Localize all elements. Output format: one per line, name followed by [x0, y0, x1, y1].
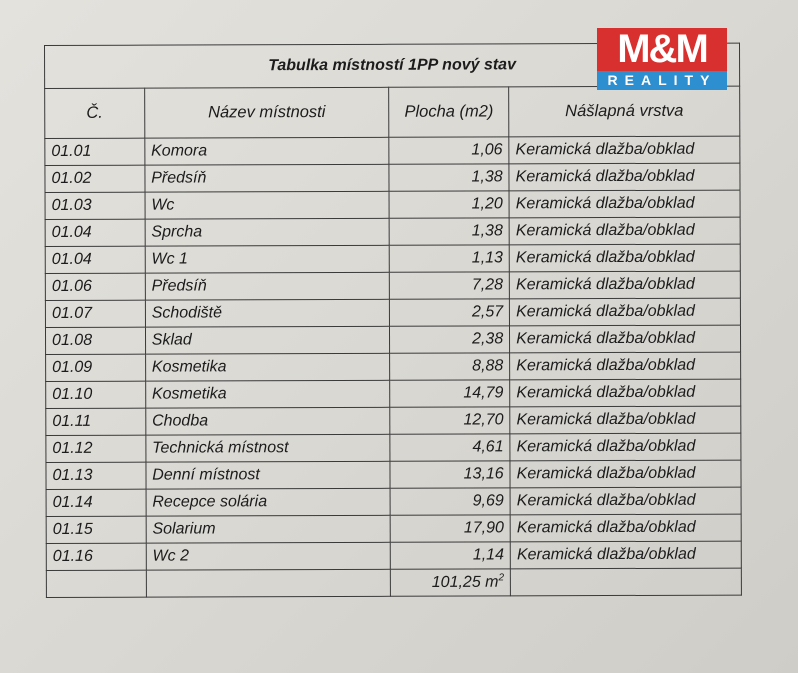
table-row: 01.06 Předsíň 7,28 Keramická dlažba/obklad [45, 271, 741, 301]
room-name: Kosmetika [145, 380, 391, 409]
floor-layer: Keramická dlažba/obklad [509, 325, 741, 353]
room-area: 1,38 [389, 163, 510, 192]
room-name: Schodiště [145, 299, 390, 328]
room-number: 01.12 [45, 435, 146, 463]
room-name: Chodba [145, 407, 391, 436]
header-area: Plocha (m2) [388, 86, 509, 138]
total-area: 101,25 m2 [390, 568, 511, 597]
room-area: 1,06 [389, 136, 510, 165]
room-number: 01.13 [45, 462, 146, 490]
room-number: 01.14 [46, 489, 146, 517]
room-name: Předsíň [144, 164, 390, 193]
table-row: 01.04 Wc 1 1,13 Keramická dlažba/obklad [45, 244, 741, 274]
room-name: Denní místnost [145, 461, 391, 490]
room-number: 01.16 [46, 543, 147, 571]
room-area: 2,57 [389, 298, 510, 327]
room-name: Kosmetika [145, 353, 390, 382]
floor-layer: Keramická dlažba/obklad [510, 487, 742, 515]
room-name: Wc 1 [144, 245, 390, 274]
floor-layer: Keramická dlažba/obklad [510, 514, 742, 542]
logo-mm: M&M [597, 28, 727, 71]
header-number: Č. [44, 88, 145, 139]
table-row: 01.12 Technická místnost 4,61 Keramická dla… [45, 433, 741, 463]
floor-layer: Keramická dlažba/obklad [509, 298, 741, 326]
floor-layer: Keramická dlažba/obklad [509, 190, 741, 218]
room-number: 01.01 [44, 138, 145, 166]
room-name: Komora [144, 137, 390, 166]
room-area: 1,20 [389, 190, 510, 219]
header-room-name: Název místnosti [144, 87, 390, 139]
room-area: 7,28 [389, 271, 510, 300]
room-table: Tabulka místností 1PP nový stav Č. Název… [44, 43, 742, 598]
room-name: Předsíň [145, 272, 390, 301]
table-row: 01.13 Denní místnost 13,16 Keramická dlažba… [45, 460, 742, 490]
table-row: 01.07 Schodiště 2,57 Keramická dlažba/obkla… [45, 298, 741, 328]
room-name: Recepce solária [145, 488, 391, 517]
logo-reality: REALITY [597, 71, 727, 90]
header-floor-layer: Nášlapná vrstva [508, 86, 740, 137]
floor-layer: Keramická dlažba/obklad [509, 406, 741, 434]
room-area: 1,13 [389, 244, 510, 273]
table-row: 01.08 Sklad 2,38 Keramická dlažba/obklad [45, 325, 741, 355]
floor-layer: Keramická dlažba/obklad [509, 271, 741, 299]
room-area: 12,70 [390, 406, 511, 435]
table-row: 01.03 Wc 1,20 Keramická dlažba/obklad [45, 190, 741, 220]
table-row: 01.01 Komora 1,06 Keramická dlažba/obklad [44, 136, 740, 166]
table-row: 01.14 Recepce solária 9,69 Keramická dlažba… [46, 487, 742, 517]
room-area: 17,90 [390, 514, 511, 543]
floor-layer: Keramická dlažba/obklad [508, 136, 740, 164]
table-row: 01.04 Sprcha 1,38 Keramická dlažba/obklad [45, 217, 741, 247]
table-row: 01.15 Solarium 17,90 Keramická dlažba/obkla… [46, 514, 742, 544]
room-name: Technická místnost [145, 434, 391, 463]
room-name: Solarium [145, 515, 391, 544]
room-area: 8,88 [389, 352, 510, 381]
room-number: 01.11 [45, 408, 146, 436]
table-row: 01.09 Kosmetika 8,88 Keramická dlažba/obkla… [45, 352, 741, 382]
table-row: 01.10 Kosmetika 14,79 Keramická dlažba/obkl… [45, 379, 741, 409]
room-name: Sklad [145, 326, 390, 355]
room-name: Wc 2 [145, 542, 391, 571]
floor-layer: Keramická dlažba/obklad [509, 352, 741, 380]
room-area: 1,14 [390, 541, 511, 570]
room-area: 13,16 [390, 460, 511, 489]
room-area: 9,69 [390, 487, 511, 516]
room-number: 01.15 [46, 516, 146, 544]
floor-layer: Keramická dlažba/obklad [509, 244, 741, 272]
room-number: 01.08 [45, 327, 146, 355]
room-name: Sprcha [144, 218, 390, 247]
room-number: 01.06 [45, 273, 146, 301]
floor-layer: Keramická dlažba/obklad [510, 460, 742, 488]
room-name: Wc [144, 191, 390, 220]
room-number: 01.03 [45, 192, 145, 220]
room-table-document: Tabulka místností 1PP nový stav Č. Název… [44, 43, 742, 598]
room-area: 1,38 [389, 217, 510, 246]
table-row: 01.11 Chodba 12,70 Keramická dlažba/obklad [45, 406, 741, 436]
room-area: 14,79 [389, 379, 510, 408]
room-number: 01.09 [45, 354, 146, 382]
floor-layer: Keramická dlažba/obklad [510, 433, 741, 461]
room-area: 2,38 [389, 325, 510, 354]
total-row: 101,25 m2 [46, 568, 742, 598]
room-area: 4,61 [390, 433, 511, 462]
room-number: 01.02 [44, 165, 145, 193]
table-row: 01.02 Předsíň 1,38 Keramická dlažba/obklad [44, 163, 741, 193]
table-row: 01.16 Wc 2 1,14 Keramická dlažba/obklad [46, 541, 742, 571]
room-number: 01.04 [45, 219, 145, 247]
floor-layer: Keramická dlažba/obklad [509, 163, 741, 191]
room-number: 01.10 [45, 381, 146, 409]
floor-layer: Keramická dlažba/obklad [510, 541, 742, 569]
room-number: 01.04 [45, 246, 146, 274]
mm-reality-logo: M&M REALITY [597, 28, 727, 90]
floor-layer: Keramická dlažba/obklad [509, 217, 741, 245]
room-number: 01.07 [45, 300, 146, 328]
floor-layer: Keramická dlažba/obklad [509, 379, 741, 407]
